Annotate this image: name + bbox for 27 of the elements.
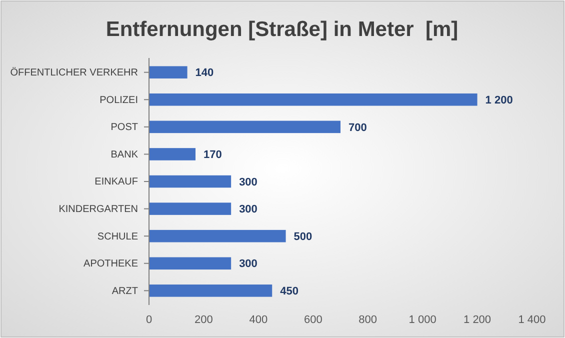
- data-label: 450: [280, 286, 298, 298]
- x-tick-label: 0: [146, 314, 152, 326]
- y-tick-label: EINKAUF: [94, 176, 138, 188]
- y-tick-label: POLIZEI: [100, 94, 138, 106]
- data-label: 700: [348, 122, 367, 134]
- data-label: 300: [239, 204, 258, 216]
- y-tick-label: SCHULE: [97, 231, 138, 242]
- data-label: 140: [195, 67, 214, 80]
- y-tick-label: BANK: [110, 149, 138, 160]
- y-tick-label: POST: [110, 122, 138, 134]
- data-label: 300: [239, 176, 258, 188]
- x-tick-label: 1 200: [464, 314, 492, 326]
- y-tick-label: APOTHEKE: [84, 258, 138, 270]
- y-tick-label: ÖFFENTLICHER VERKEHR: [10, 66, 138, 79]
- x-tick-label: 1 000: [408, 314, 436, 326]
- x-tick-label: 400: [249, 314, 268, 326]
- data-label: 300: [239, 258, 258, 270]
- y-tick-label: KINDERGARTEN: [58, 204, 138, 215]
- x-tick-label: 800: [358, 314, 378, 326]
- x-tick-label: 200: [194, 314, 213, 326]
- data-label: 500: [294, 230, 312, 243]
- x-tick-label: 1 400: [518, 314, 546, 326]
- chart-title: Entfernungen [Straße] in Meter [m]: [106, 18, 458, 41]
- data-label: 170: [204, 149, 222, 162]
- x-tick-label: 600: [304, 314, 322, 326]
- data-label: 1 200: [485, 94, 513, 106]
- y-tick-label: ARZT: [112, 286, 138, 297]
